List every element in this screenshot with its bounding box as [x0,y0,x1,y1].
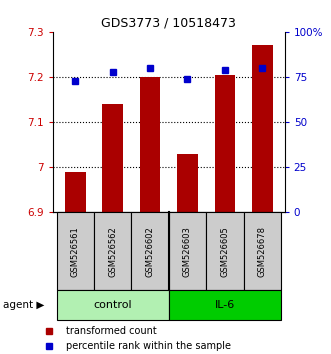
Bar [57,290,169,320]
Text: IL-6: IL-6 [215,300,235,310]
Bar [252,45,272,212]
Bar [94,212,131,290]
Text: percentile rank within the sample: percentile rank within the sample [66,342,231,352]
Bar [177,154,198,212]
Text: GSM526678: GSM526678 [258,226,267,277]
Text: GSM526602: GSM526602 [146,226,155,277]
Title: GDS3773 / 10518473: GDS3773 / 10518473 [101,16,236,29]
Bar [169,290,281,320]
Text: transformed count: transformed count [66,326,157,336]
Text: GSM526605: GSM526605 [220,226,229,277]
Text: agent ▶: agent ▶ [3,300,45,310]
Bar [206,212,244,290]
Bar [169,212,206,290]
Text: GSM526603: GSM526603 [183,226,192,277]
Bar [244,212,281,290]
Bar [131,212,169,290]
Bar [214,75,235,212]
Bar [103,104,123,212]
Bar [65,172,86,212]
Bar [57,212,94,290]
Bar [140,77,161,212]
Text: control: control [93,300,132,310]
Text: GSM526562: GSM526562 [108,226,117,277]
Text: GSM526561: GSM526561 [71,226,80,277]
